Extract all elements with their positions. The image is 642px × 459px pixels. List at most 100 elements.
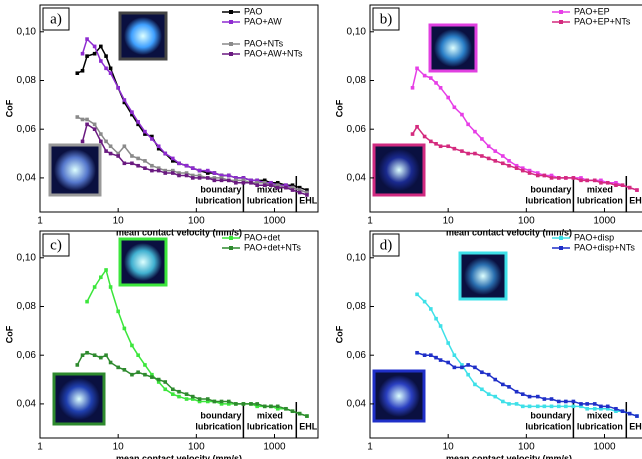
data-point — [528, 405, 532, 409]
data-point — [415, 293, 419, 297]
y-tick-label: 0,06 — [17, 350, 37, 361]
data-point — [130, 154, 134, 158]
figure: 0,040,060,080,101101001000mean contact v… — [0, 0, 642, 459]
annotation: boundary — [530, 410, 571, 420]
data-point — [143, 373, 147, 377]
data-point — [206, 169, 210, 173]
data-point — [473, 130, 477, 134]
data-point — [177, 390, 181, 394]
data-point — [466, 363, 470, 367]
legend-marker — [229, 42, 233, 46]
data-point — [143, 166, 147, 170]
data-point — [515, 166, 519, 170]
data-point — [543, 174, 547, 178]
x-tick-label: 100 — [188, 442, 205, 453]
x-axis-title: mean contact velocity (mm/s) — [116, 453, 242, 459]
annotation: EHL — [299, 421, 318, 431]
annotation: lubrication — [247, 421, 293, 431]
x-axis-title: mean contact velocity (mm/s) — [446, 227, 572, 237]
data-point — [136, 157, 140, 161]
data-point — [579, 179, 583, 183]
data-point — [473, 366, 477, 370]
data-point — [104, 67, 108, 71]
legend-marker — [229, 20, 233, 24]
data-point — [434, 81, 438, 85]
data-point — [75, 71, 79, 75]
data-point — [198, 176, 202, 180]
data-point — [507, 385, 511, 389]
data-point — [85, 351, 89, 355]
data-point — [263, 183, 267, 187]
data-point — [579, 402, 583, 406]
data-point — [507, 402, 511, 406]
inset-disc — [378, 375, 420, 417]
data-point — [557, 405, 561, 409]
data-point — [487, 373, 491, 377]
data-point — [227, 179, 231, 183]
data-point — [234, 402, 238, 406]
data-point — [453, 366, 457, 370]
data-point — [85, 37, 89, 41]
data-point — [255, 402, 259, 406]
data-point — [621, 409, 625, 413]
data-point — [439, 324, 443, 328]
data-point — [93, 123, 97, 127]
data-point — [116, 86, 120, 90]
data-point — [593, 179, 597, 183]
data-point — [429, 140, 433, 144]
data-point — [185, 174, 189, 178]
panel: 0,040,060,080,101101001000mean contact v… — [334, 231, 642, 459]
series-line — [417, 294, 637, 416]
data-point — [446, 341, 450, 345]
data-point — [191, 176, 195, 180]
data-point — [439, 86, 443, 90]
data-point — [423, 74, 427, 78]
annotation: mixed — [587, 184, 613, 194]
data-point — [93, 45, 97, 49]
data-point — [177, 161, 181, 165]
data-point — [116, 310, 120, 314]
annotation: boundary — [530, 184, 571, 194]
data-point — [81, 52, 85, 56]
data-point — [123, 144, 127, 148]
data-point — [104, 149, 108, 153]
x-tick-label: 10 — [113, 442, 125, 453]
data-point — [157, 169, 161, 173]
data-point — [99, 140, 103, 144]
annotation: EHL — [629, 195, 642, 205]
inset-disc — [378, 149, 420, 191]
data-point — [480, 137, 484, 141]
data-point — [163, 387, 167, 391]
data-point — [136, 164, 140, 168]
y-tick-label: 0,08 — [17, 301, 37, 312]
x-tick-label: 10 — [113, 216, 125, 227]
data-point — [99, 45, 103, 49]
y-tick-label: 0,04 — [17, 399, 37, 410]
legend-marker — [559, 236, 563, 240]
data-point — [543, 405, 547, 409]
x-tick-label: 1000 — [263, 216, 286, 227]
legend-text: PAO+EP — [574, 6, 610, 16]
legend-text: PAO+EP+NTs — [574, 16, 631, 26]
y-tick-label: 0,10 — [17, 26, 37, 37]
data-point — [572, 405, 576, 409]
data-point — [109, 152, 113, 156]
data-point — [130, 161, 134, 165]
data-point — [557, 176, 561, 180]
data-point — [136, 120, 140, 124]
data-point — [150, 164, 154, 168]
data-point — [116, 154, 120, 158]
data-point — [501, 161, 505, 165]
y-tick-label: 0,10 — [347, 26, 367, 37]
x-tick-label: 1000 — [593, 216, 616, 227]
data-point — [150, 169, 154, 173]
legend-text: PAO+det — [244, 232, 281, 242]
data-point — [93, 353, 97, 357]
data-point — [550, 176, 554, 180]
data-point — [99, 356, 103, 360]
data-point — [276, 405, 280, 409]
data-point — [564, 400, 568, 404]
panel: 0,040,060,080,101101001000mean contact v… — [334, 5, 642, 237]
data-point — [614, 183, 618, 187]
data-point — [93, 52, 97, 56]
